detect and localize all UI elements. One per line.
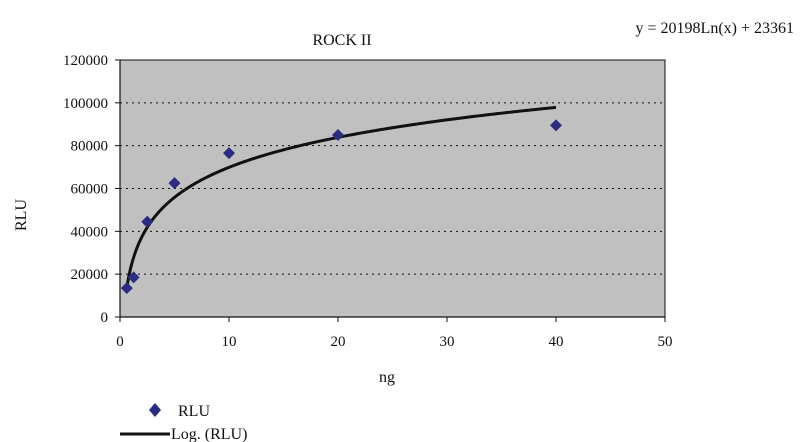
x-axis-ticks: 0 10 20 30 40 50 (116, 317, 673, 350)
legend: RLU Log. (RLU) (120, 403, 247, 442)
x-tick-label: 0 (116, 334, 124, 350)
data-point-rlu (168, 177, 181, 190)
data-point-rlu (223, 147, 235, 160)
x-tick-label: 50 (658, 334, 673, 350)
legend-label-rlu: RLU (178, 403, 210, 420)
data-point-rlu (141, 215, 154, 228)
x-tick-label: 10 (222, 334, 237, 350)
plot-area (119, 59, 666, 318)
trendline-equation: y = 20198Ln(x) + 23361 (636, 20, 794, 37)
x-tick-label: 20 (331, 334, 346, 350)
x-tick-label: 40 (549, 334, 564, 350)
y-tick-label: 120000 (63, 53, 108, 69)
y-tick-label: 20000 (71, 267, 109, 283)
y-tick-label: 60000 (71, 182, 109, 198)
y-tick-label: 40000 (71, 224, 109, 240)
x-tick-label: 30 (440, 334, 455, 350)
data-point-rlu (120, 282, 133, 295)
x-axis-title: ng (379, 369, 395, 386)
y-tick-label: 80000 (71, 139, 109, 155)
data-point-rlu (550, 119, 562, 132)
legend-marker-rlu (149, 403, 161, 417)
data-point-rlu (332, 128, 344, 141)
legend-label-log: Log. (RLU) (171, 426, 247, 442)
y-axis-ticks: 0 20000 40000 60000 80000 100000 120000 (63, 53, 120, 326)
data-point-rlu (127, 271, 140, 284)
y-axis-title: RLU (13, 199, 30, 231)
y-tick-label: 0 (101, 310, 109, 326)
chart-title: ROCK II (312, 32, 371, 49)
y-tick-label: 100000 (63, 96, 108, 112)
